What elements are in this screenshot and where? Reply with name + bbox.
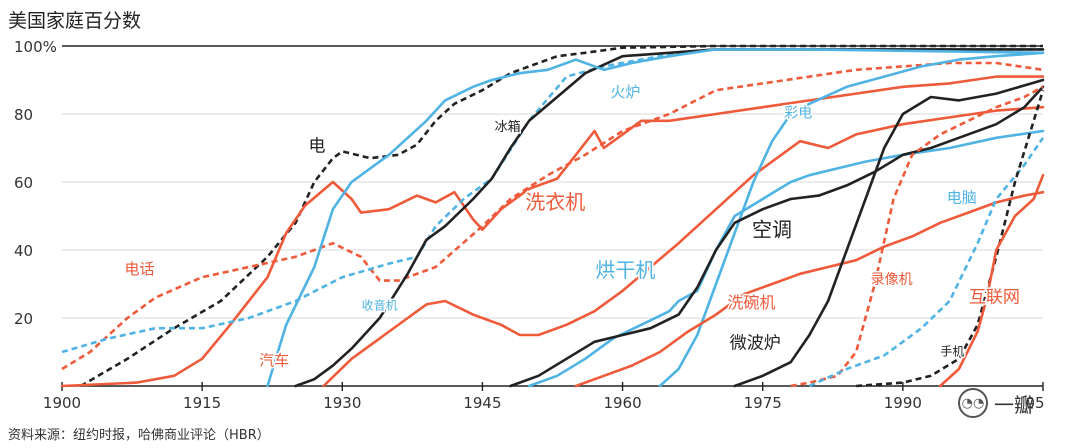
series-line-冰箱 bbox=[294, 48, 1045, 388]
series-line-彩电 bbox=[658, 51, 1045, 388]
series-label-洗碗机: 洗碗机 bbox=[727, 293, 775, 312]
series-line-互联网 bbox=[938, 173, 1045, 388]
series-label-互联网: 互联网 bbox=[969, 288, 1020, 308]
source-note: 资料来源：纽约时报，哈佛商业评论（HBR） bbox=[8, 428, 270, 443]
x-tick-label: 05 bbox=[1025, 394, 1044, 412]
x-tick-label: 1930 bbox=[323, 394, 361, 412]
x-tick-label: 1975 bbox=[744, 394, 782, 412]
series-label-电: 电 bbox=[309, 136, 326, 156]
y-tick-label: 60 bbox=[14, 174, 33, 192]
watermark: ◔◔ 一瓣 bbox=[958, 388, 1034, 418]
wechat-icon: ◔◔ bbox=[958, 388, 988, 418]
series-line-收音机 bbox=[61, 48, 1043, 354]
series-line-电脑 bbox=[808, 137, 1045, 388]
y-axis-ticks: 20 40 60 80 100% bbox=[14, 38, 57, 328]
series-line-录像机 bbox=[790, 85, 1044, 388]
x-tick-label: 1960 bbox=[603, 394, 641, 412]
x-axis: 1900 1915 1930 1945 1960 1975 1990 05 bbox=[43, 382, 1045, 412]
y-tick-label: 20 bbox=[14, 310, 33, 328]
series-line-洗碗机 bbox=[574, 190, 1045, 388]
series-label-收音机: 收音机 bbox=[362, 298, 398, 313]
y-tick-label: 100% bbox=[14, 38, 57, 56]
series-label-彩电: 彩电 bbox=[784, 105, 812, 121]
watermark-text: 一瓣 bbox=[994, 392, 1034, 417]
series-label-洗衣机: 洗衣机 bbox=[525, 190, 585, 214]
gridlines bbox=[62, 45, 1043, 319]
series-line-微波炉 bbox=[733, 78, 1045, 388]
series-label-手机: 手机 bbox=[940, 344, 964, 358]
y-tick-label: 40 bbox=[14, 242, 33, 260]
series-label-微波炉: 微波炉 bbox=[730, 334, 781, 354]
series-line-汽车 bbox=[60, 75, 1045, 388]
series-line-洗衣机 bbox=[322, 105, 1045, 388]
series-label-火炉: 火炉 bbox=[610, 83, 640, 101]
series-label-录像机: 录像机 bbox=[871, 272, 913, 288]
series-label-烘干机: 烘干机 bbox=[595, 258, 655, 282]
series-line-空调 bbox=[509, 85, 1045, 388]
x-tick-label: 1990 bbox=[884, 394, 922, 412]
x-tick-label: 1900 bbox=[43, 394, 81, 412]
series-label-冰箱: 冰箱 bbox=[495, 119, 521, 135]
series-line-电 bbox=[80, 44, 1043, 388]
chart-title: 美国家庭百分数 bbox=[8, 10, 142, 32]
x-tick-label: 1915 bbox=[183, 394, 221, 412]
series-lines bbox=[60, 44, 1045, 388]
series-line-火炉 bbox=[266, 48, 1045, 388]
series-label-空调: 空调 bbox=[752, 217, 792, 241]
y-tick-label: 80 bbox=[14, 106, 33, 124]
series-label-电话: 电话 bbox=[125, 260, 155, 278]
series-line-电话 bbox=[61, 61, 1044, 371]
x-tick-label: 1945 bbox=[463, 394, 501, 412]
series-label-电脑: 电脑 bbox=[947, 188, 977, 206]
series-label-汽车: 汽车 bbox=[259, 352, 289, 370]
